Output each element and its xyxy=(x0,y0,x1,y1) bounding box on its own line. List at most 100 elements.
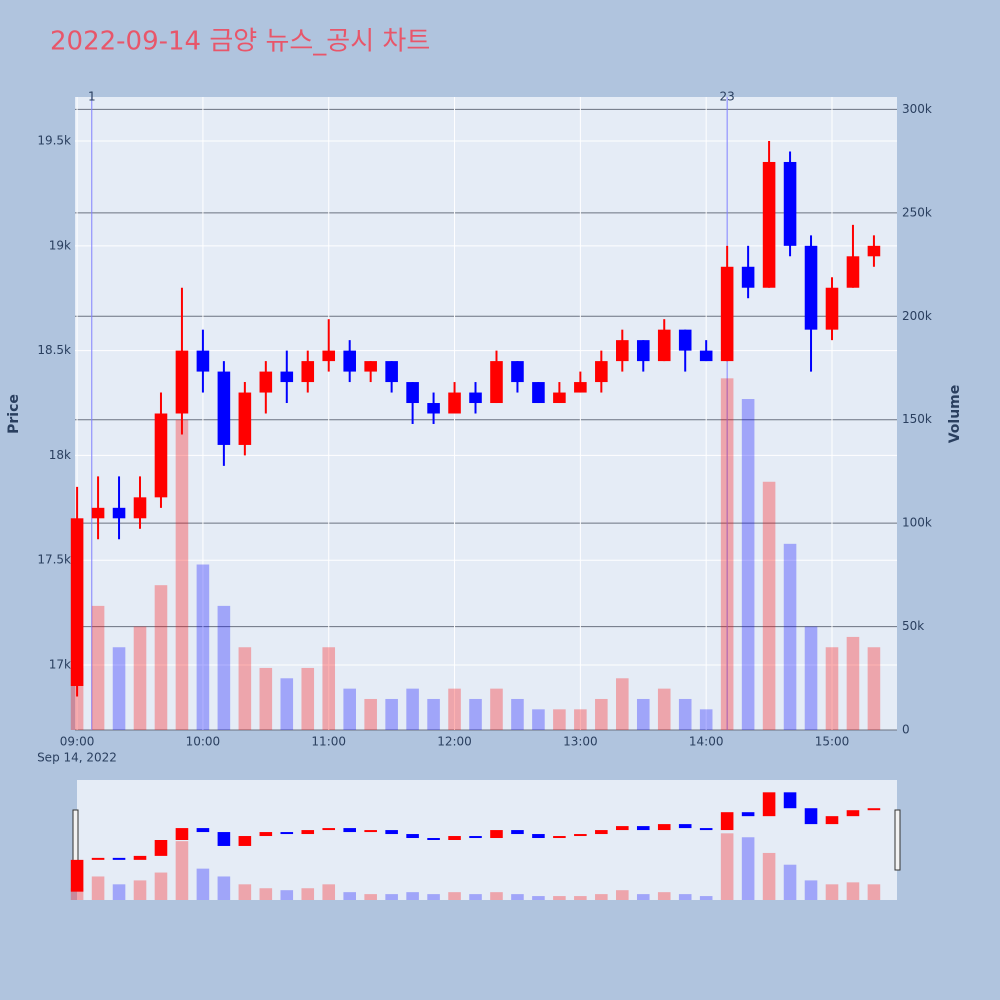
slider-volume-bar xyxy=(636,894,650,900)
candle-body xyxy=(783,161,797,246)
slider-volume-bar xyxy=(280,890,294,900)
candle-body xyxy=(804,245,818,330)
slider-candle xyxy=(385,830,398,835)
candle-body xyxy=(636,340,650,362)
slider-candle xyxy=(490,830,503,839)
slider-candle xyxy=(91,857,105,860)
slider-candle xyxy=(553,836,566,839)
candle-body xyxy=(511,361,524,383)
candle-body xyxy=(112,507,126,519)
slider-candle xyxy=(574,834,587,837)
candle-body xyxy=(741,266,755,288)
candle-body xyxy=(678,329,692,351)
slider-volume-bar xyxy=(70,888,84,900)
slider-volume-bar xyxy=(259,888,273,900)
slider-candle xyxy=(238,836,252,846)
range-slider[interactable] xyxy=(77,780,897,900)
slider-volume-bar xyxy=(322,884,336,900)
candle-body xyxy=(154,413,168,498)
candle-body xyxy=(595,361,608,383)
slider-volume-bar xyxy=(616,890,629,900)
slider-volume-bar xyxy=(238,884,252,900)
chart-title: 2022-09-14 금양 뉴스_공시 차트 xyxy=(50,27,430,57)
candle-body xyxy=(175,350,189,414)
slider-handle[interactable] xyxy=(894,809,901,871)
candle-body xyxy=(196,350,210,372)
y2-tick-label: 200k xyxy=(902,309,932,323)
slider-candle xyxy=(364,830,377,833)
slider-volume-bar xyxy=(657,892,671,900)
volume-bar xyxy=(574,709,587,730)
candle-body xyxy=(133,497,147,519)
slider-candle xyxy=(783,792,797,809)
slider-candle xyxy=(720,812,734,831)
candle-body xyxy=(322,350,336,362)
candle-body xyxy=(238,392,252,445)
volume-bar xyxy=(511,698,524,730)
volume-bar xyxy=(217,605,231,730)
x-tick-label: 15:00 xyxy=(815,735,850,749)
slider-candle xyxy=(532,834,545,839)
volume-bar xyxy=(469,698,482,730)
volume-bar xyxy=(364,698,377,730)
volume-bar xyxy=(154,585,168,730)
x-tick-label: 13:00 xyxy=(563,735,598,749)
volume-bar xyxy=(678,698,692,730)
slider-candle xyxy=(678,824,692,829)
volume-bar xyxy=(385,698,398,730)
slider-candle xyxy=(406,834,419,839)
y2-tick-label: 50k xyxy=(902,619,924,633)
slider-volume-bar xyxy=(804,880,818,900)
volume-bar xyxy=(804,626,818,730)
volume-bar xyxy=(867,647,881,730)
news-marker-label: 1 xyxy=(88,90,96,104)
candle-body xyxy=(427,403,440,414)
y-tick-label: 18.5k xyxy=(37,343,71,357)
slider-volume-bar xyxy=(511,894,524,900)
slider-volume-bar xyxy=(343,892,356,900)
slider-volume-bar xyxy=(427,894,440,900)
volume-bar xyxy=(490,688,503,730)
slider-candle xyxy=(657,824,671,831)
slider-candle xyxy=(448,836,461,840)
slider-volume-bar xyxy=(678,894,692,900)
y2-tick-label: 300k xyxy=(902,102,932,116)
volume-bar xyxy=(427,698,440,730)
candle-body xyxy=(846,256,860,288)
volume-bar xyxy=(636,698,650,730)
y2-axis-label: Volume xyxy=(947,385,963,444)
volume-bar xyxy=(91,605,105,730)
volume-bar xyxy=(825,647,839,730)
y2-tick-label: 0 xyxy=(902,723,910,737)
slider-volume-bar xyxy=(196,868,210,900)
slider-candle xyxy=(196,828,210,833)
slider-volume-bar xyxy=(783,864,797,900)
slider-candle xyxy=(343,828,356,833)
volume-bar xyxy=(343,688,356,730)
slider-volume-bar xyxy=(867,884,881,900)
candle-body xyxy=(720,266,734,362)
slider-candle xyxy=(469,836,482,839)
volume-bar xyxy=(280,678,294,730)
slider-candle xyxy=(762,792,776,817)
slider-candle xyxy=(699,828,713,831)
candle-body xyxy=(469,392,482,404)
slider-volume-bar xyxy=(406,892,419,900)
x-tick-label: 10:00 xyxy=(186,735,221,749)
slider-volume-bar xyxy=(595,894,608,900)
volume-bar xyxy=(657,688,671,730)
plot-area xyxy=(75,97,897,730)
slider-candle xyxy=(280,832,294,835)
slider-volume-bar xyxy=(720,833,734,900)
volume-bar xyxy=(301,667,315,730)
y-tick-label: 17.5k xyxy=(37,553,71,567)
slider-volume-bar xyxy=(469,894,482,900)
slider-candle xyxy=(175,828,189,840)
candle-body xyxy=(343,350,356,372)
slider-volume-bar xyxy=(133,880,147,900)
candle-body xyxy=(70,518,84,686)
candle-body xyxy=(699,350,713,362)
slider-volume-bar xyxy=(532,896,545,900)
y2-tick-label: 250k xyxy=(902,205,932,219)
candle-body xyxy=(657,329,671,362)
